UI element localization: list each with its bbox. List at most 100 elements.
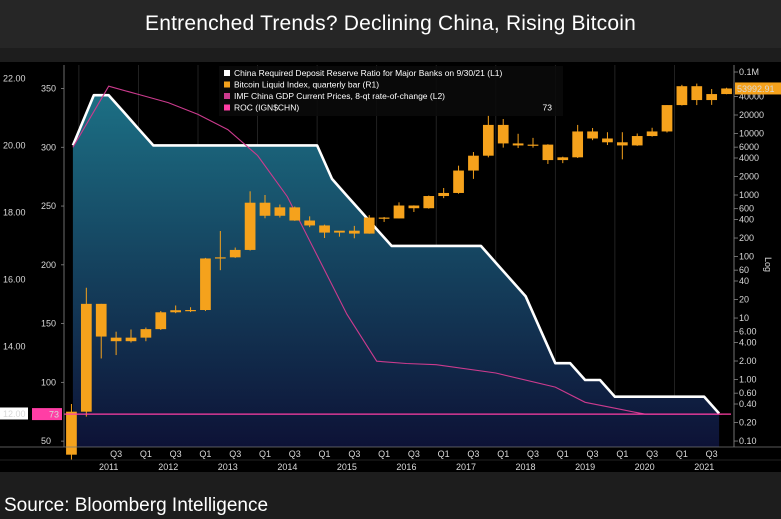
bitcoin-candle-body [423, 196, 435, 209]
bitcoin-candle-body [125, 337, 137, 342]
bitcoin-candle-body [587, 131, 598, 139]
bitcoin-candle-body [646, 131, 658, 137]
bitcoin-candle-body [155, 312, 167, 330]
right-axis-tick: 40 [739, 276, 749, 286]
current-value-markers: 12.00 73 53992.91 [0, 82, 781, 421]
legend-label: IMF China GDP Current Prices, 8-qt rate-… [234, 91, 445, 101]
bitcoin-candle-body [706, 94, 718, 101]
bitcoin-candle-body [572, 131, 584, 158]
x-quarter-label: Q3 [467, 449, 479, 459]
x-year-label: 2016 [396, 462, 416, 472]
right-axis-tick: 4000 [739, 153, 759, 163]
right-axis-tick: 0.20 [739, 418, 757, 428]
left-axis-1-current-value: 12.00 [3, 409, 26, 419]
x-quarter-label: Q3 [110, 449, 122, 459]
bitcoin-candle-body [259, 202, 271, 216]
right-axis-tick: 20000 [739, 110, 764, 120]
legend-swatch [224, 81, 230, 88]
left-axis-1-current-marker [0, 407, 28, 420]
x-quarter-label: Q3 [229, 449, 241, 459]
legend-value: 73 [543, 103, 553, 113]
left-axis-1-tick: 18.00 [3, 207, 26, 217]
x-quarter-label: Q1 [438, 449, 450, 459]
legend-swatch [224, 70, 230, 76]
reserve-ratio-line [71, 93, 721, 415]
bitcoin-candle-body [438, 192, 450, 197]
left-axis-2-tick: 350 [41, 84, 56, 94]
left-axis-1-tick: 16.00 [3, 274, 26, 284]
bitcoin-candles [66, 83, 732, 460]
left-axis-2-tick: 250 [41, 201, 56, 211]
bitcoin-candle-body [691, 86, 703, 101]
right-axis-label: Log [763, 257, 773, 272]
left-axis-2-tick: 100 [41, 377, 56, 387]
legend: China Required Deposit Reserve Ratio for… [219, 66, 563, 116]
right-axis-current-value: 53992.91 [737, 84, 775, 94]
bitcoin-candle-body [453, 170, 464, 193]
chart: 22.00 20.00 18.00 16.00 14.00 12.00 350 300 250 2… [0, 65, 781, 472]
right-axis-tick: 100 [739, 252, 754, 262]
right-axis-tick: 40000 [739, 91, 764, 101]
left-axis-2-tick: 300 [41, 142, 56, 152]
bitcoin-candle-body [616, 142, 628, 146]
bitcoin-candle-body [363, 217, 375, 234]
right-axis-current-marker [735, 82, 781, 95]
x-quarter-label: Q1 [497, 449, 509, 459]
legend-swatch [224, 93, 230, 99]
bitcoin-candle-body [542, 144, 554, 161]
bitcoin-candle-body [80, 303, 92, 412]
right-axis-tick: 0.40 [739, 399, 757, 409]
bitcoin-candle-body [274, 207, 286, 216]
x-year-label: 2014 [277, 462, 297, 472]
x-quarter-label: Q1 [140, 449, 152, 459]
axes-layer: 22.00 20.00 18.00 16.00 14.00 12.00 350 300 250 2… [0, 65, 781, 472]
bitcoin-candle-body [512, 143, 524, 146]
left-axis-2-tick: 200 [41, 260, 56, 270]
right-axis-tick: 1000 [739, 190, 759, 200]
left-axis-1-tick: 22.00 [3, 73, 26, 83]
right-axis-tick: 10000 [739, 129, 764, 139]
x-quarter-label: Q3 [289, 449, 301, 459]
chart-panel: 22.00 20.00 18.00 16.00 14.00 12.00 350 300 250 2… [0, 62, 781, 472]
x-quarter-label: Q3 [527, 449, 539, 459]
bitcoin-candle-body [140, 329, 152, 338]
left-axis-1-tick: 20.00 [3, 140, 26, 150]
bitcoin-candle-body [95, 303, 107, 337]
x-quarter-label: Q1 [259, 449, 271, 459]
x-quarter-label: Q1 [616, 449, 628, 459]
chart-title-bar: Entrenched Trends? Declining China, Risi… [0, 0, 781, 48]
right-axis-tick: 60 [739, 265, 749, 275]
legend-swatch [224, 104, 230, 111]
right-axis-tick: 1.00 [739, 375, 757, 385]
bitcoin-candle-body [334, 230, 345, 233]
legend-label: ROC (IGN$CHN) [234, 103, 299, 113]
bitcoin-candle-body [348, 230, 360, 234]
right-axis-tick: 20 [739, 295, 749, 305]
right-axis-tick: 6000 [739, 142, 759, 152]
x-year-label: 2012 [158, 462, 178, 472]
right-axis-tick: 2.00 [739, 356, 757, 366]
x-year-label: 2021 [694, 462, 714, 472]
legend-label: China Required Deposit Reserve Ratio for… [234, 68, 503, 78]
chart-title: Entrenched Trends? Declining China, Risi… [145, 12, 636, 35]
gdp-roc-line [72, 85, 723, 415]
bitcoin-candle-body [393, 205, 405, 219]
x-quarter-label: Q3 [646, 449, 658, 459]
right-axis-tick: 400 [739, 214, 754, 224]
bitcoin-candle-body [229, 249, 241, 258]
x-year-label: 2011 [99, 462, 118, 472]
right-axis-tick: 0.10 [739, 436, 757, 446]
x-year-label: 2015 [337, 462, 357, 472]
x-quarter-label: Q3 [170, 449, 182, 459]
bitcoin-candle-body [66, 411, 77, 455]
left-axis-2-current-value: 73 [49, 410, 59, 420]
bitcoin-candle-body [408, 205, 420, 209]
left-axis-2-tick: 50 [41, 436, 51, 446]
bitcoin-candle-body [721, 88, 732, 95]
bitcoin-candle-body [527, 144, 539, 146]
bitcoin-candle-body [661, 105, 673, 132]
x-year-label: 2017 [456, 462, 476, 472]
bitcoin-candle-body [468, 155, 479, 171]
x-quarter-label: Q3 [348, 449, 360, 459]
source-note: Source: Bloomberg Intelligence [4, 495, 269, 516]
